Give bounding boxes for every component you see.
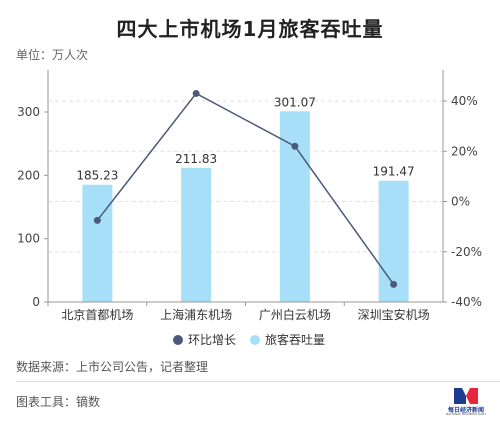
chart-title: 四大上市机场1月旅客吞吐量 [116, 17, 384, 41]
growth-point [390, 280, 398, 288]
x-tick-label: 深圳宝安机场 [358, 307, 430, 322]
bar-value-label: 211.83 [175, 152, 217, 166]
legend: 环比增长 旅客吞吐量 [173, 332, 325, 347]
y-left-tick-label: 300 [17, 105, 40, 119]
y-right-tick-label: 40% [451, 94, 478, 108]
brand-logo: 每日经济新闻 NATIONAL BUSINESS DAILY [440, 384, 492, 418]
bar-value-label: 185.23 [76, 169, 118, 183]
growth-line-path [96, 92, 395, 285]
legend-marker-passengers [250, 335, 260, 345]
source-note: 数据来源：上市公司公告，记者整理 [16, 360, 209, 374]
tool-note: 图表工具：镝数 [16, 395, 101, 409]
bar [82, 184, 113, 302]
growth-point [291, 142, 299, 150]
growth-point [93, 216, 101, 224]
y-right-tick-label: -20% [451, 245, 482, 259]
y-right-tick-label: 0% [451, 195, 470, 209]
bars [82, 111, 409, 303]
labels: 185.23 211.83 301.07 191.47 [76, 95, 414, 182]
legend-label-passengers: 旅客吞吐量 [265, 332, 325, 347]
x-tick-label: 北京首都机场 [61, 308, 133, 322]
unit-label: 单位：万人次 [16, 48, 89, 62]
y-left-tick-label: 0 [32, 295, 40, 309]
x-tick-label: 广州白云机场 [259, 307, 331, 322]
grid-lines [48, 100, 443, 253]
y-left-tick-label: 100 [17, 232, 40, 246]
axes: 0 100 200 300 -40% -20% 0% 20% 40% 北京首都机场 上海浦东机场 广州… [17, 70, 482, 322]
bar-value-label: 301.07 [274, 95, 316, 109]
bar [181, 167, 212, 302]
brand-logo-text: 每日经济新闻 [447, 407, 484, 414]
legend-marker-growth [173, 335, 183, 345]
x-tick-label: 上海浦东机场 [160, 307, 232, 322]
growth-line [93, 89, 398, 288]
divider [16, 381, 500, 382]
y-right-tick-label: -40% [451, 295, 482, 309]
bar-value-label: 191.47 [373, 165, 415, 179]
y-left-tick-label: 200 [17, 168, 40, 182]
growth-point [192, 89, 200, 97]
brand-logo-mark [454, 388, 478, 404]
legend-label-growth: 环比增长 [188, 333, 236, 347]
y-right-tick-label: 20% [451, 144, 478, 158]
brand-logo-subtext: NATIONAL BUSINESS DAILY [445, 412, 487, 416]
